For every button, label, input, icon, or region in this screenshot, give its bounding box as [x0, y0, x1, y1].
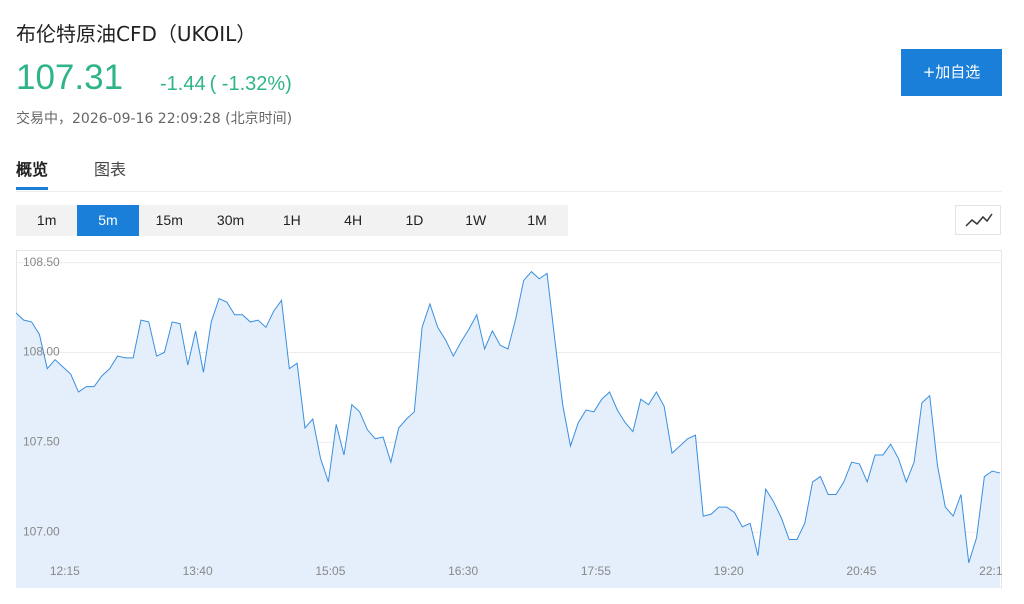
y-tick-label: 107.50 [23, 435, 60, 449]
divider [16, 191, 1002, 192]
title: 布伦特原油CFD（UKOIL） [16, 22, 257, 46]
line-icon [965, 213, 993, 227]
x-tick-label: 15:05 [315, 564, 345, 578]
x-tick-label: 19:20 [714, 564, 744, 578]
change-value: -1.44 [160, 73, 206, 95]
tabs: 概览 图表 [16, 156, 126, 190]
x-tick-label: 12:15 [50, 564, 80, 578]
interval-button[interactable]: 1D [405, 212, 424, 228]
area-fill [16, 271, 1000, 588]
interval-bar: 1m 5m 15m 30m 1H 4H 1D 1W 1M [16, 205, 568, 236]
chart-type-button[interactable] [955, 205, 1001, 235]
interval-button[interactable]: 5m [77, 205, 139, 236]
interval-button[interactable]: 1m [36, 212, 57, 228]
x-tick-label: 22:10 [979, 564, 1002, 578]
trading-status: 交易中， [16, 111, 72, 127]
tab[interactable]: 概览 [16, 156, 49, 190]
x-tick-label: 16:30 [448, 564, 478, 578]
add-watchlist-button[interactable]: +加自选 [901, 49, 1002, 96]
y-tick-label: 108.00 [23, 345, 60, 359]
price: 107.31 [16, 58, 124, 97]
interval-button[interactable]: 30m [216, 212, 245, 228]
tab[interactable]: 图表 [94, 160, 127, 179]
y-tick-label: 108.50 [23, 255, 60, 269]
x-tick-label: 17:55 [581, 564, 611, 578]
chart: 107.00 107.50 108.00 108.50 12:15 13:40 15:05 1… [16, 250, 1002, 588]
timestamp: 2026-09-16 22:09:28 (北京时间) [72, 111, 293, 127]
interval-button[interactable]: 1M [527, 212, 547, 228]
interval-button[interactable]: 4H [344, 212, 363, 228]
x-tick-label: 20:45 [846, 564, 876, 578]
change-percent: ( -1.32%) [209, 73, 292, 95]
change: -1.44( -1.32%) [160, 73, 296, 96]
interval-button[interactable]: 1W [465, 212, 487, 228]
interval-button[interactable]: 15m [155, 212, 183, 228]
x-tick-label: 13:40 [183, 564, 213, 578]
status: 交易中，2026-09-16 22:09:28 (北京时间) [16, 108, 292, 128]
interval-button[interactable]: 1H [282, 212, 301, 228]
price-line [16, 270, 1001, 563]
y-tick-label: 107.00 [23, 524, 60, 538]
